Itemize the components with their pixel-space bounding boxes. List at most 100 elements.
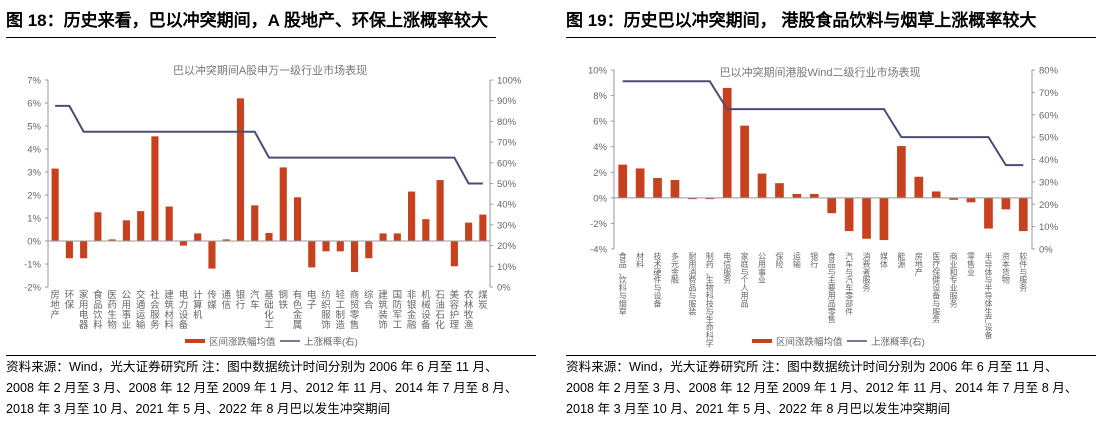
title-divider xyxy=(6,37,496,38)
category-label: 商贸零售 xyxy=(350,289,360,331)
bar-医疗保健设备与服务 xyxy=(931,191,941,198)
right-tick-label: 20% xyxy=(497,241,517,252)
source-line: 2018 年 3 月至 10 月、2021 年 5 月、2022 年 8 月巴以… xyxy=(566,402,951,416)
figure-19-title: 图 19：历史巴以冲突期间， 港股食品饮料与烟草上涨概率较大 xyxy=(566,11,1037,30)
category-label: 食品与主要用品零售 xyxy=(828,251,836,324)
category-label: 农林牧渔 xyxy=(464,289,474,331)
left-tick-label: 0% xyxy=(27,237,41,248)
category-label: 电力设备 xyxy=(179,289,189,331)
left-tick-label: -2% xyxy=(24,283,41,294)
source-line: 资料来源：Wind，光大证券研究所 注：图中数据统计时间分别为 2006 年 6… xyxy=(566,360,1058,374)
bar-钢铁 xyxy=(279,167,287,241)
bar-食品饮料 xyxy=(94,212,102,241)
category-label: 基础化工 xyxy=(264,289,274,331)
source-line: 2018 年 3 月至 10 月、2021 年 5 月、2022 年 8 月巴以… xyxy=(6,402,391,416)
left-tick-label: 4% xyxy=(593,142,607,153)
bar-电子 xyxy=(308,241,316,268)
legend-bar-label: 区间涨跌幅均值 xyxy=(209,336,276,348)
source-line: 2008 年 2 月至 3 月、2008 年 12 月至 2009 年 1 月、… xyxy=(566,381,1078,395)
right-tick-label: 30% xyxy=(497,220,517,231)
bar-非银金融 xyxy=(408,191,416,241)
right-tick-label: 40% xyxy=(497,200,517,211)
bar-轻工制造 xyxy=(336,241,344,252)
left-tick-label: 6% xyxy=(27,99,41,110)
chart-title: 巴以冲突期间港股Wind二级行业市场表现 xyxy=(719,65,920,79)
bar-多元金融 xyxy=(670,179,680,198)
bar-消费者服务 xyxy=(862,197,871,239)
category-label: 电信服务 xyxy=(723,251,731,285)
bar-食品与主要用品零售 xyxy=(827,197,837,214)
right-tick-label: 10% xyxy=(1039,222,1059,233)
category-label: 零售业 xyxy=(967,252,975,277)
bar-银行 xyxy=(236,98,245,242)
bar-公用事业 xyxy=(757,173,767,198)
category-label: 环保 xyxy=(65,290,75,311)
probability-line xyxy=(55,104,483,185)
bar-半导体与半导体生产设备 xyxy=(984,197,993,229)
right-tick-label: 0% xyxy=(1039,245,1053,256)
left-tick-label: 2% xyxy=(593,168,607,179)
category-label: 制药、生物科技与生命科学 xyxy=(706,251,714,348)
category-label: 保险 xyxy=(775,251,783,269)
figure-18-source: 资料来源：Wind，光大证券研究所 注：图中数据统计时间分别为 2006 年 6… xyxy=(6,357,536,420)
bar-交通运输 xyxy=(137,211,145,241)
category-label: 家用电器 xyxy=(79,289,89,331)
right-tick-label: 70% xyxy=(497,138,517,149)
left-tick-label: 0% xyxy=(593,193,607,204)
title-divider xyxy=(566,37,1096,38)
category-label: 半导体与半导体生产设备 xyxy=(984,251,992,340)
left-tick-label: -1% xyxy=(24,260,41,271)
category-label: 食品饮料 xyxy=(93,289,103,331)
figure-18-title: 图 18：历史来看，巴以冲突期间，A 股地产、环保上涨概率较大 xyxy=(6,11,489,30)
category-label: 非银金融 xyxy=(407,289,417,331)
right-tick-label: 60% xyxy=(1039,110,1059,121)
bar-通信 xyxy=(222,239,230,241)
legend-bar-swatch xyxy=(752,339,772,343)
bar-国防军工 xyxy=(393,233,401,241)
legend-line-label: 上涨概率(右) xyxy=(304,336,358,348)
category-label: 房地产 xyxy=(50,289,60,321)
left-tick-label: 1% xyxy=(27,214,41,225)
bar-建筑材料 xyxy=(165,206,173,241)
right-tick-label: 10% xyxy=(497,262,517,273)
left-tick-label: 4% xyxy=(27,145,41,156)
bar-运输 xyxy=(792,194,802,198)
bar-传媒 xyxy=(208,241,216,269)
right-tick-label: 50% xyxy=(1039,133,1059,144)
category-label: 运输 xyxy=(793,252,801,269)
bar-银行 xyxy=(809,194,819,198)
category-label: 材料 xyxy=(636,251,644,269)
bar-制药、生物科技与生命科学 xyxy=(705,197,715,200)
source-line: 资料来源：Wind，光大证券研究所 注：图中数据统计时间分别为 2006 年 6… xyxy=(6,360,498,374)
category-label: 社会服务 xyxy=(150,289,160,331)
category-label: 国防军工 xyxy=(393,290,403,331)
category-label: 媒体 xyxy=(880,252,888,269)
bar-房地产 xyxy=(51,168,59,241)
bar-环保 xyxy=(65,241,73,259)
category-label: 纺织服饰 xyxy=(321,289,331,331)
bar-商业和专业服务 xyxy=(949,197,958,200)
bar-纺织服饰 xyxy=(322,241,330,252)
right-tick-label: 30% xyxy=(1039,177,1059,188)
bar-农林牧渔 xyxy=(465,222,473,241)
right-tick-label: 70% xyxy=(1039,88,1059,99)
left-tick-label: 5% xyxy=(27,122,41,133)
left-tick-label: 8% xyxy=(593,91,607,102)
left-tick-label: 7% xyxy=(27,76,41,87)
category-label: 通信 xyxy=(221,290,231,311)
category-label: 医药生物 xyxy=(107,290,117,331)
category-label: 银行 xyxy=(810,251,818,269)
bar-美容护理 xyxy=(450,241,458,267)
left-tick-label: 10% xyxy=(588,66,608,77)
bar-保险 xyxy=(775,183,784,198)
footer-divider xyxy=(566,355,1096,356)
bar-耐用消费品与服装 xyxy=(688,197,697,200)
bar-能源 xyxy=(897,146,906,198)
right-tick-label: 50% xyxy=(497,179,517,190)
bar-有色金属 xyxy=(293,197,302,241)
category-label: 钢铁 xyxy=(279,289,289,311)
legend-bar-label: 区间涨跌幅均值 xyxy=(776,336,843,348)
category-label: 有色金属 xyxy=(293,289,303,331)
category-label: 公用事业 xyxy=(122,290,132,331)
